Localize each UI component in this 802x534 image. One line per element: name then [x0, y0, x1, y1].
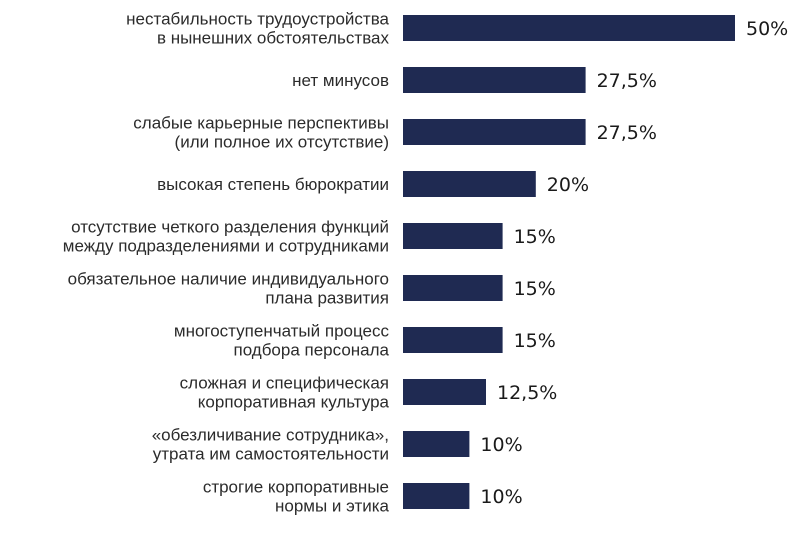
bar: [403, 119, 586, 145]
value-label: 15%: [514, 278, 556, 300]
value-label: 27,5%: [597, 70, 657, 92]
category-label: обязательное наличие индивидуального: [68, 270, 389, 289]
category-label: сложная и специфическая: [180, 374, 389, 393]
bar: [403, 483, 470, 509]
value-label: 27,5%: [597, 122, 657, 144]
bar: [403, 431, 470, 457]
bar: [403, 379, 486, 405]
bar: [403, 67, 586, 93]
category-label: «обезличивание сотрудника»,: [152, 426, 389, 445]
category-label: утрата им самостоятельности: [153, 445, 389, 464]
bar: [403, 327, 503, 353]
value-label: 50%: [746, 18, 788, 40]
value-label: 15%: [514, 226, 556, 248]
category-label: строгие корпоративные: [203, 478, 389, 497]
bar: [403, 223, 503, 249]
category-label: слабые карьерные перспективы: [133, 114, 389, 133]
value-label: 20%: [547, 174, 589, 196]
category-label: в нынешних обстоятельствах: [157, 29, 390, 48]
category-label: высокая степень бюрократии: [157, 175, 389, 194]
value-label: 10%: [480, 434, 522, 456]
category-label: подбора персонала: [233, 341, 389, 360]
value-labels-group: 50% 27,5% 27,5% 20% 15% 15% 15% 12,5% 10% 10%: [480, 18, 788, 508]
value-label: 15%: [514, 330, 556, 352]
category-label: многоступенчатый процесс: [174, 322, 390, 341]
category-label: плана развития: [265, 289, 389, 308]
category-label: отсутствие четкого разделения функций: [71, 218, 389, 237]
value-label: 10%: [480, 486, 522, 508]
category-label: нестабильность трудоустройства: [126, 10, 389, 29]
bar: [403, 275, 503, 301]
category-label: корпоративная культура: [198, 393, 390, 412]
category-label: (или полное их отсутствие): [175, 133, 389, 152]
bars-group: [403, 15, 735, 509]
bar: [403, 171, 536, 197]
category-label: нет минусов: [292, 71, 389, 90]
category-label: нормы и этика: [275, 497, 390, 516]
category-label: между подразделениями и сотрудниками: [63, 237, 389, 256]
value-label: 12,5%: [497, 382, 557, 404]
bar: [403, 15, 735, 41]
